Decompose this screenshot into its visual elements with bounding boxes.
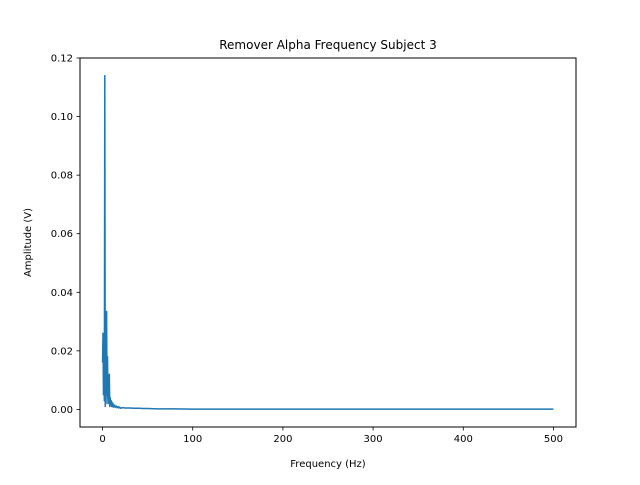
x-tick-label: 400	[454, 434, 473, 445]
y-tick-label: 0.08	[51, 171, 73, 182]
series-line	[101, 74, 554, 410]
series-group	[101, 74, 554, 410]
x-axis-ticks: 0 100 200 300 400 500	[99, 427, 563, 445]
chart-title: Remover Alpha Frequency Subject 3	[219, 38, 437, 52]
plot-area	[79, 57, 577, 428]
y-axis-label: Amplitude (V)	[23, 208, 34, 277]
axes-frame	[79, 57, 577, 428]
y-tick-label: 0.02	[51, 346, 73, 357]
x-axis-label: Frequency (Hz)	[290, 459, 366, 470]
y-tick-label: 0.00	[51, 405, 73, 416]
x-tick-label: 200	[273, 434, 292, 445]
x-tick-label: 0	[99, 434, 105, 445]
y-tick-label: 0.04	[51, 288, 73, 299]
y-axis-ticks: 0.00 0.02 0.04 0.06 0.08 0.10 0.12	[51, 54, 80, 416]
y-tick-label: 0.06	[51, 229, 73, 240]
y-tick-label: 0.12	[51, 54, 73, 65]
x-tick-label: 500	[544, 434, 563, 445]
x-tick-label: 100	[183, 434, 202, 445]
y-tick-label: 0.10	[51, 112, 73, 123]
x-tick-label: 300	[364, 434, 383, 445]
